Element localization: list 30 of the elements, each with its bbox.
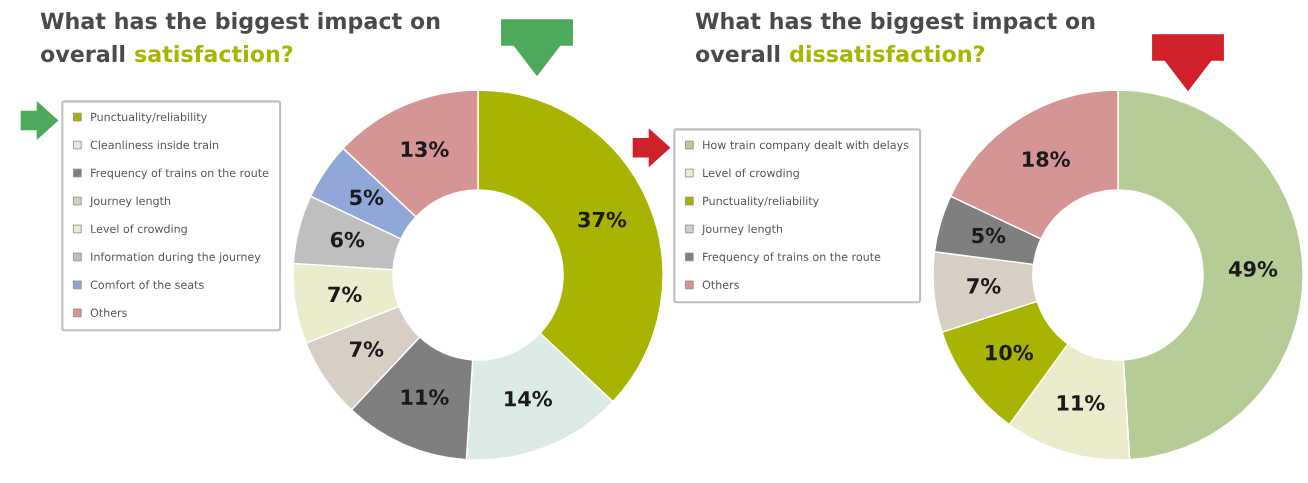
legend-label: Others <box>702 280 739 289</box>
data-label: 11% <box>1057 394 1105 411</box>
legend-label: How train company dealt with delays <box>703 140 909 152</box>
legend-label: Journey length <box>701 224 783 236</box>
data-label: 37% <box>578 211 627 228</box>
legend-label: Punctuality/reliability <box>703 196 819 208</box>
data-label: 5% <box>972 227 1006 244</box>
legend-label: Frequency of trains on the route <box>91 168 269 180</box>
legend-label: Journey length <box>89 196 171 208</box>
data-label: 7% <box>328 286 362 303</box>
legend-label: Others <box>90 308 127 317</box>
legend-label: Level of crowding <box>703 168 799 180</box>
data-label: 10% <box>986 344 1034 361</box>
legend-label: Cleanliness inside train <box>90 140 219 150</box>
legend-label: Punctuality/reliability <box>91 112 207 124</box>
legend-label: Level of crowding <box>91 224 187 236</box>
data-label: 7% <box>967 278 1001 294</box>
data-label: 6% <box>330 231 365 248</box>
data-label: 14% <box>505 390 552 407</box>
legend-label: Frequency of trains on the route <box>703 252 881 264</box>
legend-label: Information during the journey <box>91 252 261 264</box>
data-label: 13% <box>401 141 449 158</box>
data-label: 18% <box>1023 151 1070 168</box>
legend-label: Comfort of the seats <box>90 280 204 289</box>
data-label: 11% <box>401 389 449 405</box>
data-label: 7% <box>350 341 384 357</box>
data-label: 49% <box>1228 261 1278 277</box>
chart-title: What has the biggest impact on overall satisfaction? <box>40 12 440 63</box>
chart-title: What has the biggest impact on overall dissatisfaction? <box>695 12 1095 63</box>
data-label: 5% <box>350 189 384 206</box>
